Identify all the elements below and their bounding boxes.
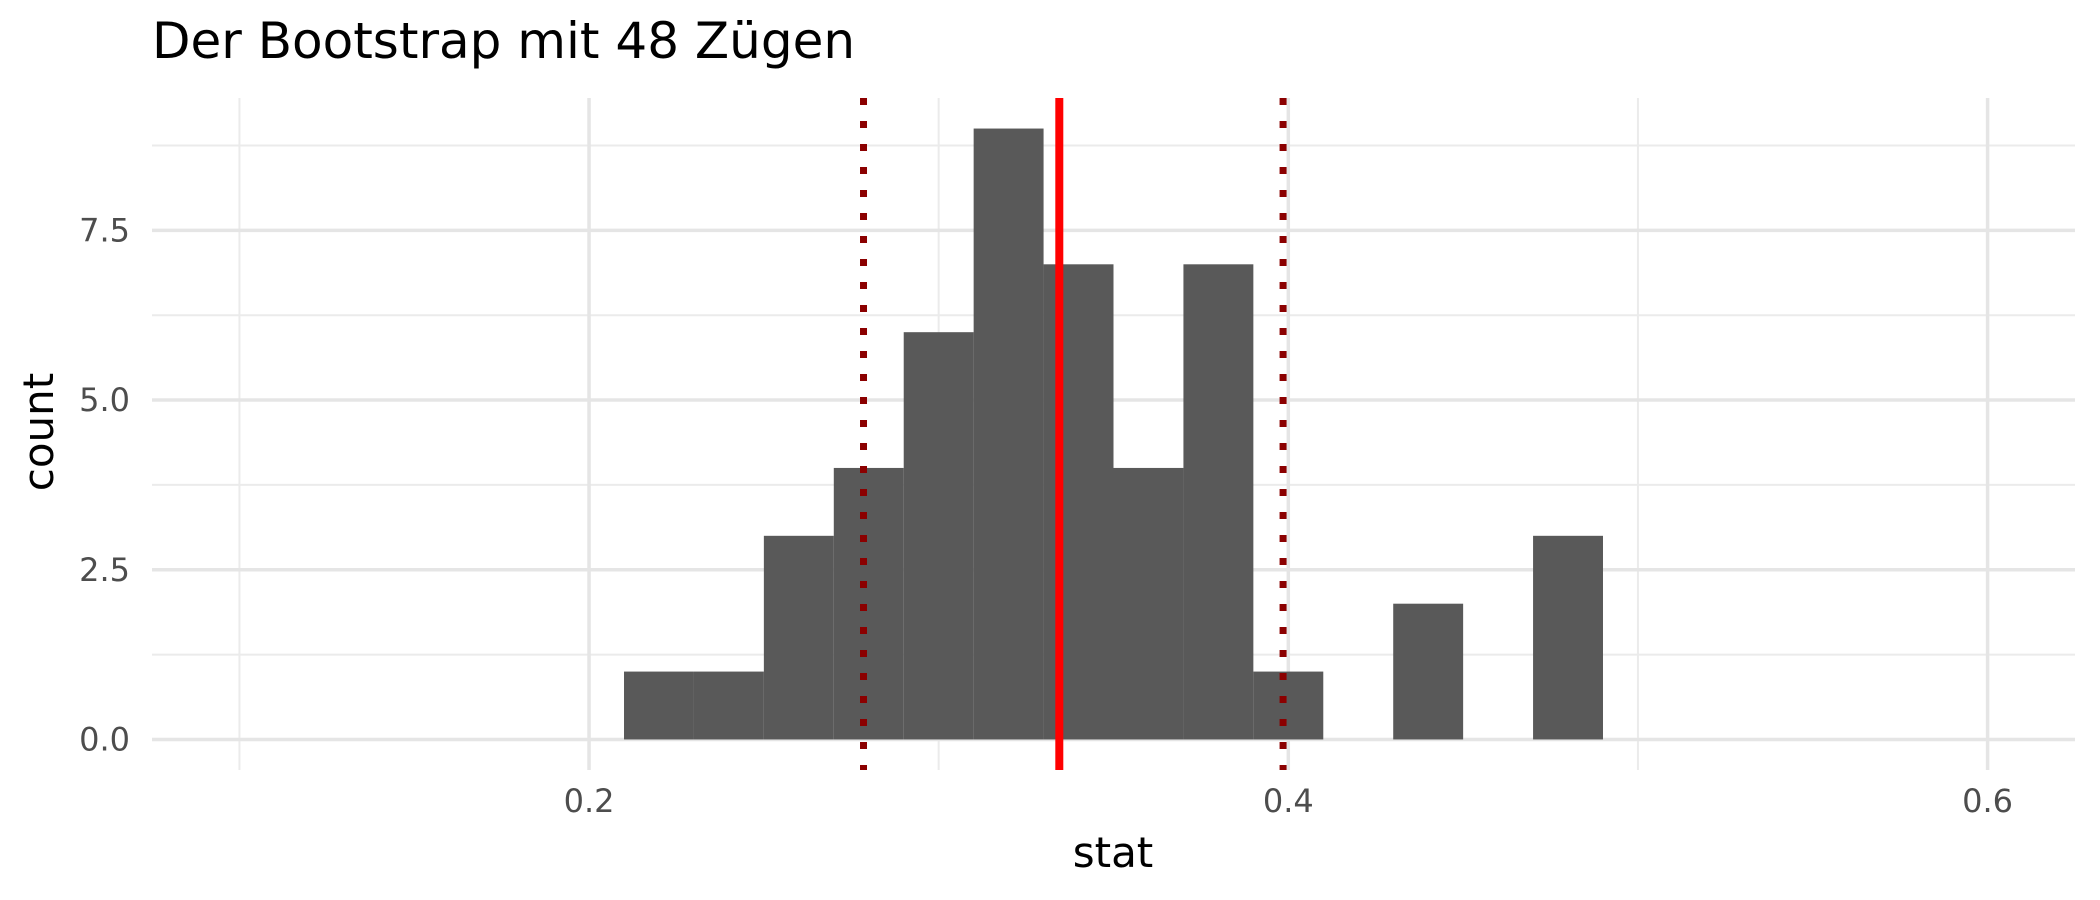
chart-title: Der Bootstrap mit 48 Zügen <box>152 12 856 70</box>
histogram-bar <box>763 535 834 740</box>
y-tick-label: 0.0 <box>79 720 130 758</box>
reference-lines-layer <box>860 98 1287 770</box>
y-tick-label: 2.5 <box>79 551 130 589</box>
tick-labels-layer: 0.2 0.4 0.6 0.0 2.5 5.0 7.5 <box>79 211 2013 820</box>
histogram-bar <box>1253 671 1324 740</box>
histogram-bar <box>1393 603 1464 740</box>
histogram-bar <box>624 671 694 740</box>
y-axis-label: count <box>14 373 63 492</box>
x-tick-label: 0.2 <box>564 782 615 820</box>
histogram-bar <box>903 332 974 740</box>
x-tick-label: 0.6 <box>1962 782 2013 820</box>
histogram-bar <box>1183 264 1254 740</box>
histogram-bar <box>1533 535 1603 740</box>
histogram-bar <box>833 467 904 740</box>
histogram-bar <box>1043 264 1114 740</box>
histogram-bar <box>973 128 1044 740</box>
histogram-bar <box>693 671 764 740</box>
x-tick-label: 0.4 <box>1263 782 1314 820</box>
bars-layer <box>624 128 1603 740</box>
y-tick-label: 7.5 <box>79 211 130 249</box>
y-tick-label: 5.0 <box>79 381 130 419</box>
x-axis-label: stat <box>1073 828 1154 877</box>
histogram-bar <box>1113 467 1184 740</box>
